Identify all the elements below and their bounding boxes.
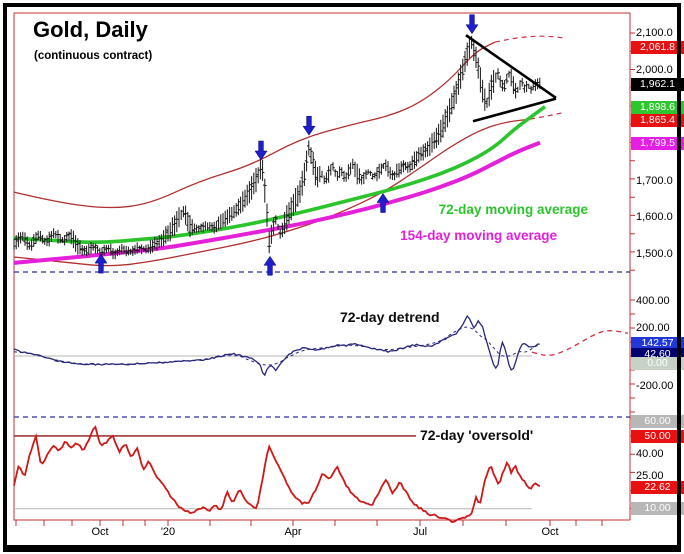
detrend-line — [13, 314, 540, 377]
signal-arrow-down — [254, 140, 268, 161]
y-axis-label: 1,500.0 — [636, 248, 673, 260]
y-axis-badge-magenta: 1,799.5 — [631, 137, 684, 150]
detrend-label: 72-day detrend — [340, 309, 440, 325]
detrend-projection-line — [531, 330, 629, 357]
ma72-label: 72-day moving average — [438, 202, 588, 217]
y-axis-badge-blue: 142.57 — [631, 337, 684, 350]
oversold-line — [13, 425, 541, 523]
y-axis-label: 400.00 — [636, 295, 670, 307]
y-axis-badge-green: 1,898.6 — [631, 101, 684, 114]
y-axis-badge-red: 1,865.4 — [631, 114, 684, 127]
triangle-trendline — [465, 34, 557, 99]
upper-band-line-projection — [494, 35, 566, 43]
y-axis-label: 2,100.0 — [636, 27, 673, 39]
y-axis-label: 2,000.0 — [636, 64, 673, 76]
oversold-label: 72-day 'oversold' — [420, 427, 534, 443]
signal-arrow-down — [302, 115, 316, 136]
y-axis-badge-red: 22.62 — [631, 481, 684, 494]
x-axis-label: Jul — [412, 526, 428, 538]
chart-title: Gold, Daily — [33, 17, 148, 42]
ma154-line — [13, 140, 541, 265]
triangle-trendline — [472, 97, 557, 123]
signal-arrow-up — [263, 255, 277, 276]
x-axis-label: Oct — [91, 526, 109, 538]
x-axis-label: '20 — [160, 526, 176, 538]
y-axis-badge-gray: 10.00 — [631, 502, 684, 515]
y-axis-badge-black: 1,962.1 — [631, 78, 684, 91]
ma154-label: 154-day moving average — [400, 228, 557, 243]
upper-band-line — [13, 41, 496, 209]
x-axis-ticks — [15, 520, 603, 526]
y-axis-badge-sage: 0.00 — [631, 357, 684, 370]
y-axis-badge-red: 50.00 — [631, 430, 684, 443]
y-axis-label: 1,600.0 — [636, 211, 673, 223]
y-axis-badge-red: 2,061.8 — [631, 41, 684, 54]
x-axis-label: Apr — [284, 526, 302, 538]
y-axis-label: 200.00 — [636, 322, 670, 334]
chart-frame — [13, 12, 631, 521]
y-axis-label: 25.00 — [636, 470, 664, 482]
y-axis-label: 40.00 — [636, 448, 664, 460]
signal-arrow-down — [465, 14, 479, 35]
ma72-line — [13, 105, 547, 245]
price-bar-ticks — [14, 40, 540, 254]
y-axis-label: -200.00 — [636, 380, 674, 392]
detrend-signal-line — [13, 326, 540, 366]
price-bars — [13, 35, 541, 260]
lower-band-line-projection — [529, 112, 563, 120]
signal-arrow-up — [94, 253, 108, 274]
y-axis-badge-gray: 60.00 — [631, 415, 684, 428]
y-axis-label: 1,700.0 — [636, 175, 673, 187]
chart-subtitle: (continuous contract) — [34, 50, 153, 62]
x-axis-label: Oct — [541, 526, 559, 538]
signal-arrow-up — [376, 193, 390, 213]
